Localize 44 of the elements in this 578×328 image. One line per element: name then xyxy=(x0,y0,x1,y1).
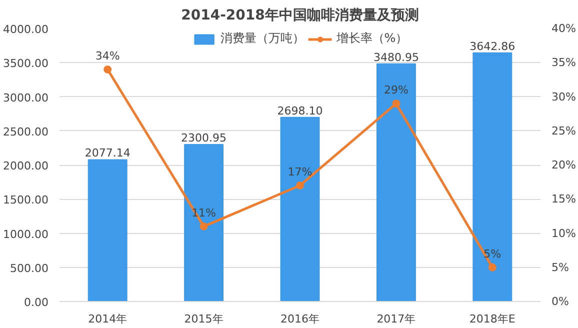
point xyxy=(200,222,208,230)
legend-label: 消费量（万吨） xyxy=(220,30,304,47)
y-tick-label: 2000.00 xyxy=(3,160,49,172)
chart-title: 2014-2018年中国咖啡消费量及预测 xyxy=(181,8,419,24)
y2-tick-label: 40% xyxy=(552,22,576,35)
y2-tick-label: 15% xyxy=(552,192,576,206)
x-tick-label: 2015年 xyxy=(184,312,224,326)
x-tick-label: 2016年 xyxy=(280,312,320,326)
bar xyxy=(88,159,128,302)
y2-tick-label: 20% xyxy=(552,158,576,172)
x-tick-label: 2018年E xyxy=(469,312,516,326)
y-tick-label: 500.00 xyxy=(10,262,49,275)
point xyxy=(296,181,304,190)
bar xyxy=(376,63,416,302)
y-tick-label: 1000.00 xyxy=(3,228,49,241)
data-label: 3480.95 xyxy=(373,50,419,64)
point xyxy=(104,65,112,74)
y-tick-label: 3000.00 xyxy=(3,91,49,104)
point xyxy=(392,100,400,108)
y-tick-label: 0.00 xyxy=(24,296,49,309)
data-label: 2077.14 xyxy=(84,146,130,160)
x-tick-label: 2014年 xyxy=(88,312,128,326)
bar xyxy=(184,144,224,302)
y2-tick-label: 25% xyxy=(552,124,576,138)
data-label: 17% xyxy=(288,165,312,178)
y-tick-label: 3500.00 xyxy=(3,57,49,70)
data-label: 34% xyxy=(95,49,120,62)
y2-tick-label: 10% xyxy=(552,226,576,240)
y2-tick-label: 5% xyxy=(552,260,569,274)
legend-label: 增长率（%） xyxy=(336,30,408,47)
bar xyxy=(280,116,320,302)
y-tick-label: 2500.00 xyxy=(3,125,49,138)
data-label: 3642.86 xyxy=(470,40,516,53)
y-tick-label: 1500.00 xyxy=(3,194,49,207)
y2-tick-label: 35% xyxy=(552,56,576,70)
data-label: 29% xyxy=(384,84,408,97)
y2-tick-label: 0% xyxy=(552,295,569,308)
y2-tick-label: 30% xyxy=(552,90,576,104)
bar xyxy=(472,52,512,302)
x-tick-label: 2017年 xyxy=(376,312,416,326)
data-label: 2698.10 xyxy=(277,104,323,118)
point xyxy=(488,263,496,272)
y-tick-label: 4000.00 xyxy=(3,23,49,36)
data-label: 2300.95 xyxy=(181,131,227,144)
